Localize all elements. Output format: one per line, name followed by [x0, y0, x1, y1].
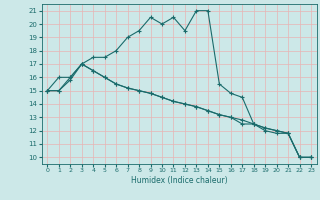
X-axis label: Humidex (Indice chaleur): Humidex (Indice chaleur) — [131, 176, 228, 185]
